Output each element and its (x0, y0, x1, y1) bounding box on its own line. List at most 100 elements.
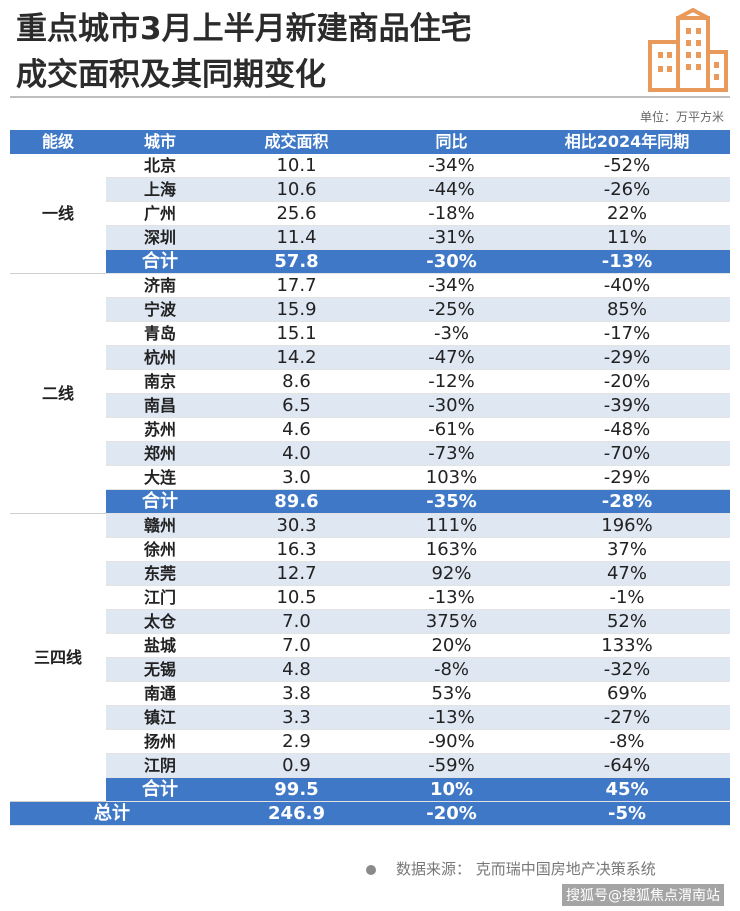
table-header-row: 能级 城市 成交面积 同比 相比2024年同期 (10, 130, 730, 154)
subtotal-yoy: 10% (379, 777, 524, 803)
table-row: 徐州 16.3 163% 37% (10, 537, 730, 563)
source-text: 数据来源： 克而瑞中国房地产决策系统 (396, 860, 656, 878)
yoy-cell: -30% (379, 393, 524, 419)
city-cell: 深圳 (106, 225, 214, 251)
area-cell: 16.3 (214, 537, 379, 563)
city-cell: 徐州 (106, 537, 214, 563)
vs2024-cell: 22% (524, 201, 730, 227)
table-body: 一线 北京 10.1 -34% -52% 上海 10.6 -44% -26% 广州 25.6 -18%… (10, 153, 730, 827)
bullet-dot-icon (366, 864, 376, 875)
yoy-cell: -73% (379, 441, 524, 467)
area-cell: 30.3 (214, 513, 379, 539)
city-cell: 大连 (106, 465, 214, 491)
city-cell: 郑州 (106, 441, 214, 467)
vs2024-cell: -40% (524, 273, 730, 299)
subtotal-row: 合计 57.8 -30% -13% (10, 249, 730, 275)
table-row: 盐城 7.0 20% 133% (10, 633, 730, 659)
table-row: 无锡 4.8 -8% -32% (10, 657, 730, 683)
area-cell: 3.8 (214, 681, 379, 707)
city-cell: 上海 (106, 177, 214, 203)
table-row: 扬州 2.9 -90% -8% (10, 729, 730, 755)
col-header-yoy: 同比 (379, 130, 524, 154)
city-cell: 南通 (106, 681, 214, 707)
area-cell: 15.9 (214, 297, 379, 323)
area-cell: 4.0 (214, 441, 379, 467)
vs2024-cell: -32% (524, 657, 730, 683)
table-row: 郑州 4.0 -73% -70% (10, 441, 730, 467)
data-table: 能级 城市 成交面积 同比 相比2024年同期 一线 北京 10.1 -34% -52%… (10, 130, 730, 827)
city-cell: 北京 (106, 153, 214, 179)
city-cell: 南昌 (106, 393, 214, 419)
area-cell: 0.9 (214, 753, 379, 779)
area-cell: 4.6 (214, 417, 379, 443)
table-row: 苏州 4.6 -61% -48% (10, 417, 730, 443)
table-row: 三四线 赣州 30.3 111% 196% (10, 513, 730, 803)
yoy-cell: 375% (379, 609, 524, 635)
vs2024-cell: -70% (524, 441, 730, 467)
subtotal-area: 99.5 (214, 777, 379, 803)
building-logo-icon (648, 8, 728, 92)
page-title: 重点城市3月上半月新建商品住宅 成交面积及其同期变化 (16, 6, 616, 98)
city-cell: 苏州 (106, 417, 214, 443)
city-cell: 赣州 (106, 513, 214, 539)
yoy-cell: 103% (379, 465, 524, 491)
subtotal-row: 合计 89.6 -35% -28% (10, 489, 730, 515)
table-row: 南通 3.8 53% 69% (10, 681, 730, 707)
area-cell: 11.4 (214, 225, 379, 251)
vs2024-cell: 52% (524, 609, 730, 635)
yoy-cell: -47% (379, 345, 524, 371)
table-row: 大连 3.0 103% -29% (10, 465, 730, 491)
unit-label: 单位：万平方米 (639, 110, 724, 124)
area-cell: 15.1 (214, 321, 379, 347)
vs2024-cell: 69% (524, 681, 730, 707)
table-row: 镇江 3.3 -13% -27% (10, 705, 730, 731)
area-cell: 10.6 (214, 177, 379, 203)
yoy-cell: 53% (379, 681, 524, 707)
yoy-cell: -34% (379, 273, 524, 299)
vs2024-cell: -8% (524, 729, 730, 755)
total-yoy: -20% (379, 801, 524, 827)
area-cell: 12.7 (214, 561, 379, 587)
city-cell: 镇江 (106, 705, 214, 731)
col-header-city: 城市 (106, 130, 214, 154)
yoy-cell: -34% (379, 153, 524, 179)
table-row: 江阴 0.9 -59% -64% (10, 753, 730, 779)
tier-label: 三四线 (10, 513, 106, 803)
area-cell: 7.0 (214, 633, 379, 659)
area-cell: 8.6 (214, 369, 379, 395)
vs2024-cell: 11% (524, 225, 730, 251)
vs2024-cell: -29% (524, 345, 730, 371)
yoy-cell: -13% (379, 705, 524, 731)
yoy-cell: -3% (379, 321, 524, 347)
area-cell: 14.2 (214, 345, 379, 371)
city-cell: 济南 (106, 273, 214, 299)
header-divider (10, 96, 730, 98)
vs2024-cell: -17% (524, 321, 730, 347)
area-cell: 10.5 (214, 585, 379, 611)
source-note: 数据来源： 克而瑞中国房地产决策系统 (366, 858, 656, 879)
city-cell: 扬州 (106, 729, 214, 755)
yoy-cell: -31% (379, 225, 524, 251)
vs2024-cell: -39% (524, 393, 730, 419)
title-line-2: 成交面积及其同期变化 (16, 57, 326, 93)
subtotal-row: 合计 99.5 10% 45% (10, 777, 730, 803)
table-row: 二线 济南 17.7 -34% -40% (10, 273, 730, 515)
subtotal-yoy: -30% (379, 249, 524, 275)
table-row: 广州 25.6 -18% 22% (10, 201, 730, 227)
area-cell: 25.6 (214, 201, 379, 227)
area-cell: 10.1 (214, 153, 379, 179)
title-line-1: 重点城市3月上半月新建商品住宅 (16, 11, 472, 47)
vs2024-cell: -52% (524, 153, 730, 179)
table-row: 上海 10.6 -44% -26% (10, 177, 730, 203)
table-row: 太仓 7.0 375% 52% (10, 609, 730, 635)
col-header-tier: 能级 (10, 130, 106, 154)
yoy-cell: -61% (379, 417, 524, 443)
vs2024-cell: 47% (524, 561, 730, 587)
city-cell: 江阴 (106, 753, 214, 779)
yoy-cell: 20% (379, 633, 524, 659)
area-cell: 3.3 (214, 705, 379, 731)
vs2024-cell: -27% (524, 705, 730, 731)
total-vs2024: -5% (524, 801, 730, 827)
subtotal-label: 合计 (106, 489, 214, 515)
subtotal-area: 57.8 (214, 249, 379, 275)
